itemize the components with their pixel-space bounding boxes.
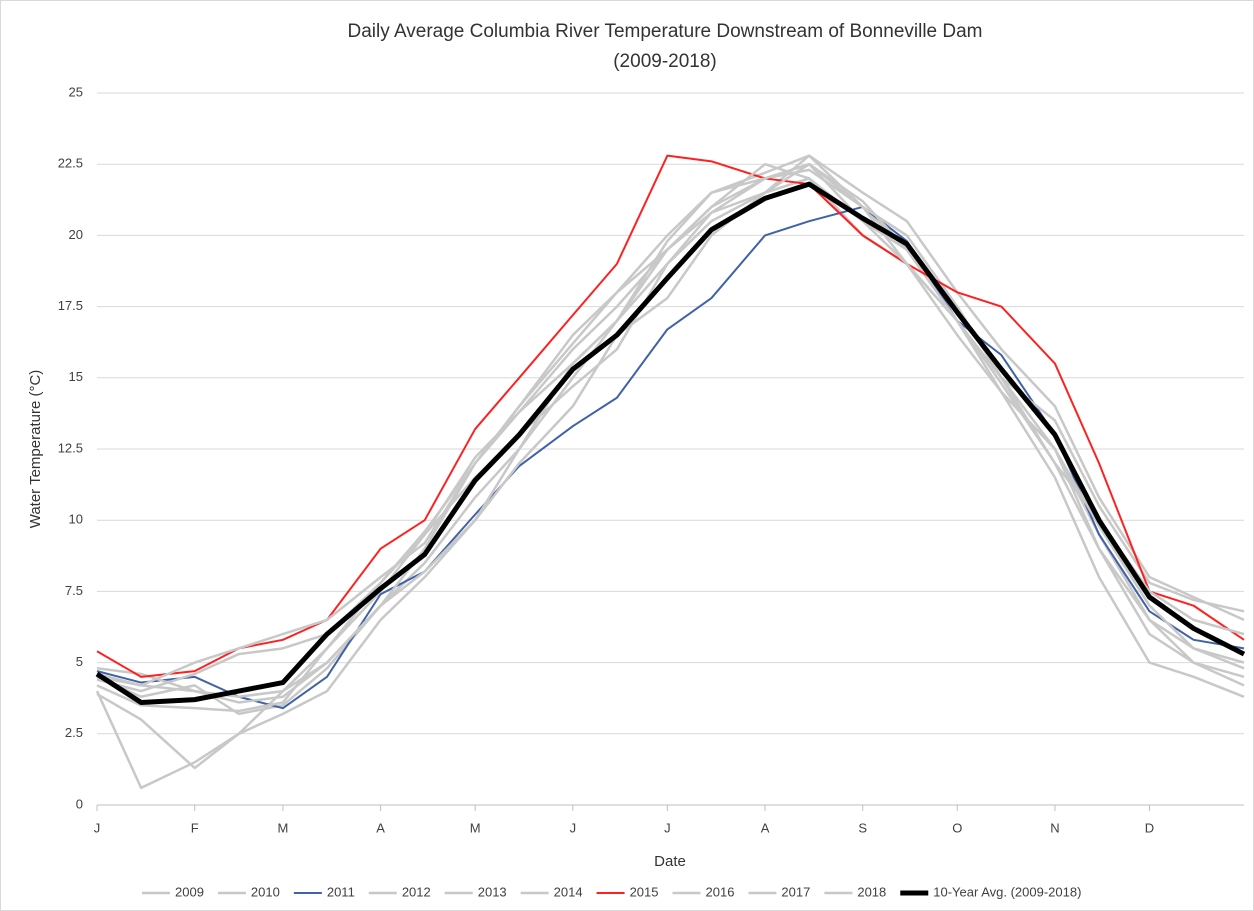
x-tick-label: O: [952, 820, 962, 835]
legend-label: 10-Year Avg. (2009-2018): [933, 884, 1081, 899]
x-tick-label: A: [761, 820, 770, 835]
series-line: [96, 154, 1245, 678]
chart-title: Daily Average Columbia River Temperature…: [347, 21, 982, 42]
x-tick-label: J: [94, 820, 101, 835]
y-tick-label: 2.5: [65, 725, 83, 740]
legend-label: 2018: [857, 884, 886, 899]
x-tick-label: J: [664, 820, 671, 835]
y-tick-label: 10: [69, 512, 83, 527]
y-tick-label: 15: [69, 369, 83, 384]
y-tick-label: 20: [69, 227, 83, 242]
legend-label: 2013: [478, 884, 507, 899]
series-line: [96, 162, 1245, 704]
legend-label: 2011: [327, 884, 355, 899]
x-tick-label: J: [570, 820, 577, 835]
y-tick-label: 7.5: [65, 583, 83, 598]
legend-label: 2014: [554, 884, 583, 899]
x-tick-label: M: [470, 820, 481, 835]
series-line: [96, 162, 1245, 770]
x-tick-label: N: [1050, 820, 1059, 835]
y-tick-label: 22.5: [58, 156, 83, 171]
y-tick-label: 5: [76, 654, 83, 669]
y-tick-label: 17.5: [58, 298, 83, 313]
legend-label: 2017: [781, 884, 810, 899]
x-tick-label: S: [858, 820, 867, 835]
legend-label: 2009: [175, 884, 204, 899]
x-tick-label: M: [277, 820, 288, 835]
chart-subtitle: (2009-2018): [613, 51, 717, 72]
x-tick-label: A: [376, 820, 385, 835]
y-tick-label: 25: [69, 84, 83, 99]
legend-label: 2010: [251, 884, 280, 899]
legend-label: 2012: [402, 884, 431, 899]
series-line: [96, 154, 1245, 699]
y-axis-title: Water Temperature (°C): [27, 370, 44, 529]
legend-label: 2015: [630, 884, 659, 899]
legend-label: 2016: [706, 884, 735, 899]
x-axis-title: Date: [654, 853, 686, 870]
series-line: [96, 154, 1245, 693]
y-tick-label: 12.5: [58, 440, 83, 455]
x-tick-label: F: [191, 820, 199, 835]
x-tick-label: D: [1145, 820, 1154, 835]
series-line: [95, 181, 1246, 705]
y-tick-label: 0: [76, 796, 83, 811]
series-line: [96, 162, 1245, 687]
